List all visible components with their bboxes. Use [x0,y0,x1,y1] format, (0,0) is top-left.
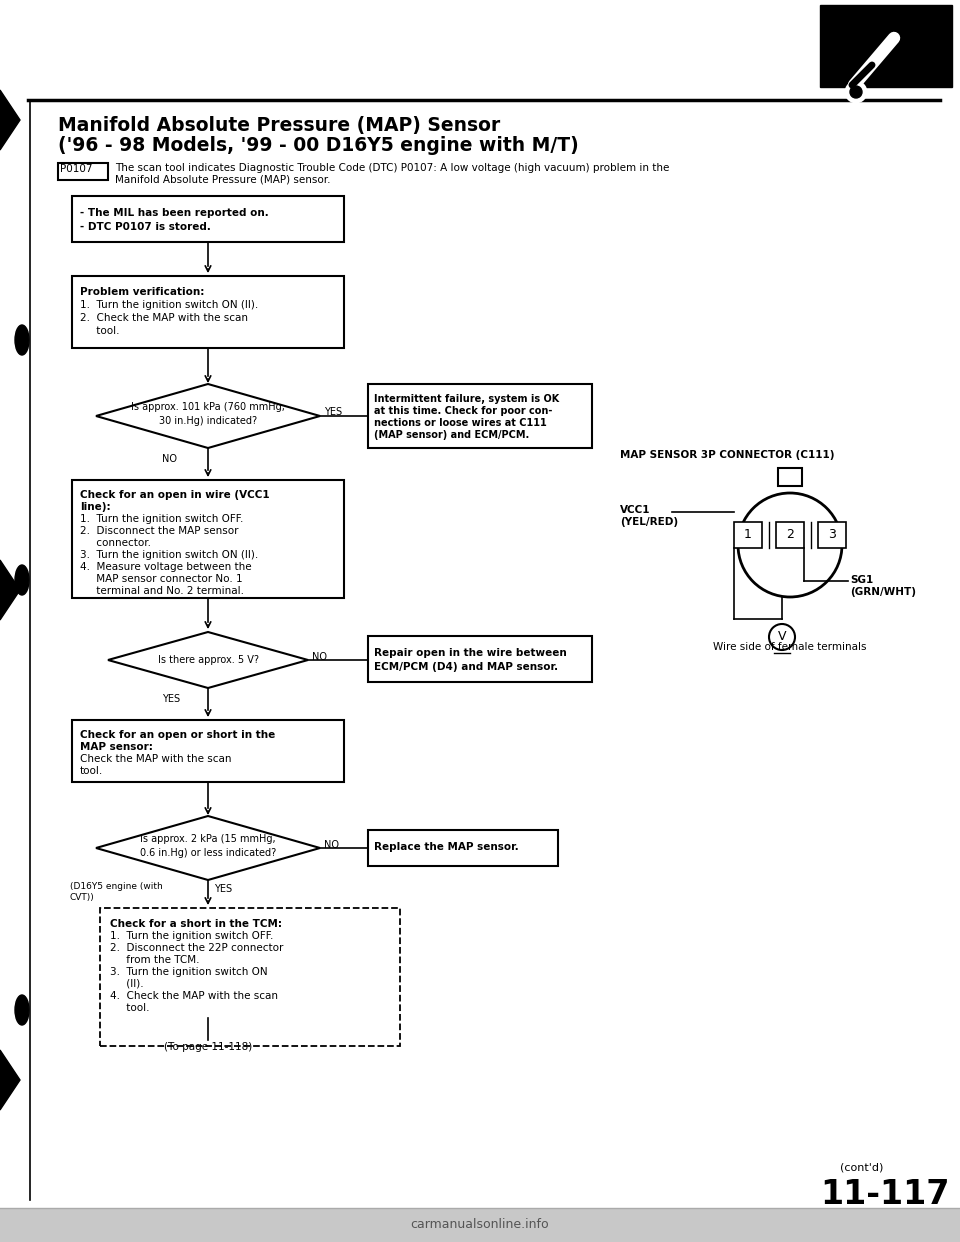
Bar [818,522,846,548]
Text: nections or loose wires at C111: nections or loose wires at C111 [374,419,547,428]
Text: MAP sensor connector No. 1: MAP sensor connector No. 1 [80,574,243,584]
Text: Is approx. 2 kPa (15 mmHg,: Is approx. 2 kPa (15 mmHg, [140,833,276,845]
Bar [734,522,762,548]
Text: CVT)): CVT)) [70,893,95,902]
Text: 3.  Turn the ignition switch ON (II).: 3. Turn the ignition switch ON (II). [80,550,258,560]
Text: Wire side of female terminals: Wire side of female terminals [713,642,867,652]
Text: 2.  Check the MAP with the scan: 2. Check the MAP with the scan [80,313,248,323]
Bar [776,522,804,548]
Text: MAP sensor:: MAP sensor: [80,741,153,751]
Text: (To page 11-118): (To page 11-118) [164,1042,252,1052]
Text: MAP SENSOR 3P CONNECTOR (C111): MAP SENSOR 3P CONNECTOR (C111) [620,450,834,460]
Text: P0107: P0107 [60,164,92,174]
Bar [72,276,344,348]
Text: Replace the MAP sensor.: Replace the MAP sensor. [374,842,518,852]
Text: (YEL/RED): (YEL/RED) [620,517,678,527]
Text: NO: NO [324,840,339,850]
Text: Check for an open or short in the: Check for an open or short in the [80,730,276,740]
Text: Manifold Absolute Pressure (MAP) sensor.: Manifold Absolute Pressure (MAP) sensor. [115,175,330,185]
Text: NO: NO [312,652,327,662]
Bar [72,196,344,242]
Text: Check for a short in the TCM:: Check for a short in the TCM: [110,919,282,929]
Text: 3.  Turn the ignition switch ON: 3. Turn the ignition switch ON [110,968,268,977]
Text: 2.  Disconnect the 22P connector: 2. Disconnect the 22P connector [110,943,283,953]
Text: (D16Y5 engine (with: (D16Y5 engine (with [70,882,163,891]
Circle shape [846,82,866,102]
Text: Check for an open in wire (VCC1: Check for an open in wire (VCC1 [80,491,270,501]
Polygon shape [0,89,20,150]
Bar [0,1208,960,1242]
Circle shape [850,86,862,98]
Text: Intermittent failure, system is OK: Intermittent failure, system is OK [374,394,560,404]
Text: V: V [778,631,786,643]
Text: 30 in.Hg) indicated?: 30 in.Hg) indicated? [159,416,257,426]
Text: carmanualsonline.info: carmanualsonline.info [411,1218,549,1231]
Text: 2: 2 [786,529,794,542]
Bar [820,5,952,87]
Text: tool.: tool. [80,766,104,776]
Bar [778,468,802,486]
Ellipse shape [15,995,29,1025]
Text: 1.  Turn the ignition switch OFF.: 1. Turn the ignition switch OFF. [110,932,274,941]
Text: 1.  Turn the ignition switch OFF.: 1. Turn the ignition switch OFF. [80,514,244,524]
Text: - DTC P0107 is stored.: - DTC P0107 is stored. [80,222,211,232]
Text: (GRN/WHT): (GRN/WHT) [850,587,916,597]
Text: 2.  Disconnect the MAP sensor: 2. Disconnect the MAP sensor [80,527,238,537]
Text: Repair open in the wire between: Repair open in the wire between [374,648,566,658]
Text: connector.: connector. [80,538,151,548]
Text: terminal and No. 2 terminal.: terminal and No. 2 terminal. [80,586,244,596]
Bar [100,908,400,1046]
Text: Is approx. 101 kPa (760 mmHg,: Is approx. 101 kPa (760 mmHg, [132,402,285,412]
Text: YES: YES [214,884,232,894]
Text: from the TCM.: from the TCM. [110,955,200,965]
Text: SG1: SG1 [850,575,874,585]
Ellipse shape [15,325,29,355]
Text: Problem verification:: Problem verification: [80,287,204,297]
Text: ECM/PCM (D4) and MAP sensor.: ECM/PCM (D4) and MAP sensor. [374,662,558,672]
Text: NO: NO [162,455,177,465]
Text: (cont'd): (cont'd) [840,1163,883,1172]
Text: 4.  Check the MAP with the scan: 4. Check the MAP with the scan [110,991,278,1001]
Text: ('96 - 98 Models, '99 - 00 D16Y5 engine with M/T): ('96 - 98 Models, '99 - 00 D16Y5 engine … [58,137,579,155]
Text: (II).: (II). [110,979,144,989]
Text: YES: YES [162,694,180,704]
Text: The scan tool indicates Diagnostic Trouble Code (DTC) P0107: A low voltage (high: The scan tool indicates Diagnostic Troub… [115,163,669,173]
Polygon shape [108,632,308,688]
Text: Manifold Absolute Pressure (MAP) Sensor: Manifold Absolute Pressure (MAP) Sensor [58,116,500,135]
Bar [58,163,108,180]
Text: tool.: tool. [80,325,119,337]
Text: (MAP sensor) and ECM/PCM.: (MAP sensor) and ECM/PCM. [374,430,529,440]
Circle shape [738,493,842,597]
Polygon shape [0,560,20,620]
Polygon shape [96,384,320,448]
Polygon shape [0,1049,20,1110]
Text: YES: YES [324,407,342,417]
Text: 1: 1 [744,529,752,542]
Bar [72,479,344,597]
Circle shape [769,623,795,650]
Text: 11-117: 11-117 [820,1177,949,1211]
Text: 1.  Turn the ignition switch ON (II).: 1. Turn the ignition switch ON (II). [80,301,258,310]
Text: 3: 3 [828,529,836,542]
Text: at this time. Check for poor con-: at this time. Check for poor con- [374,406,552,416]
Polygon shape [96,816,320,881]
Text: Is there approx. 5 V?: Is there approx. 5 V? [157,655,258,664]
Text: 0.6 in.Hg) or less indicated?: 0.6 in.Hg) or less indicated? [140,848,276,858]
Text: VCC1: VCC1 [620,505,651,515]
Text: - The MIL has been reported on.: - The MIL has been reported on. [80,207,269,219]
Text: Check the MAP with the scan: Check the MAP with the scan [80,754,231,764]
Text: tool.: tool. [110,1004,150,1013]
Text: line):: line): [80,502,110,512]
Bar [368,384,592,448]
Text: 4.  Measure voltage between the: 4. Measure voltage between the [80,561,252,573]
Bar [72,720,344,782]
Bar [368,830,558,866]
Ellipse shape [15,565,29,595]
Bar [368,636,592,682]
